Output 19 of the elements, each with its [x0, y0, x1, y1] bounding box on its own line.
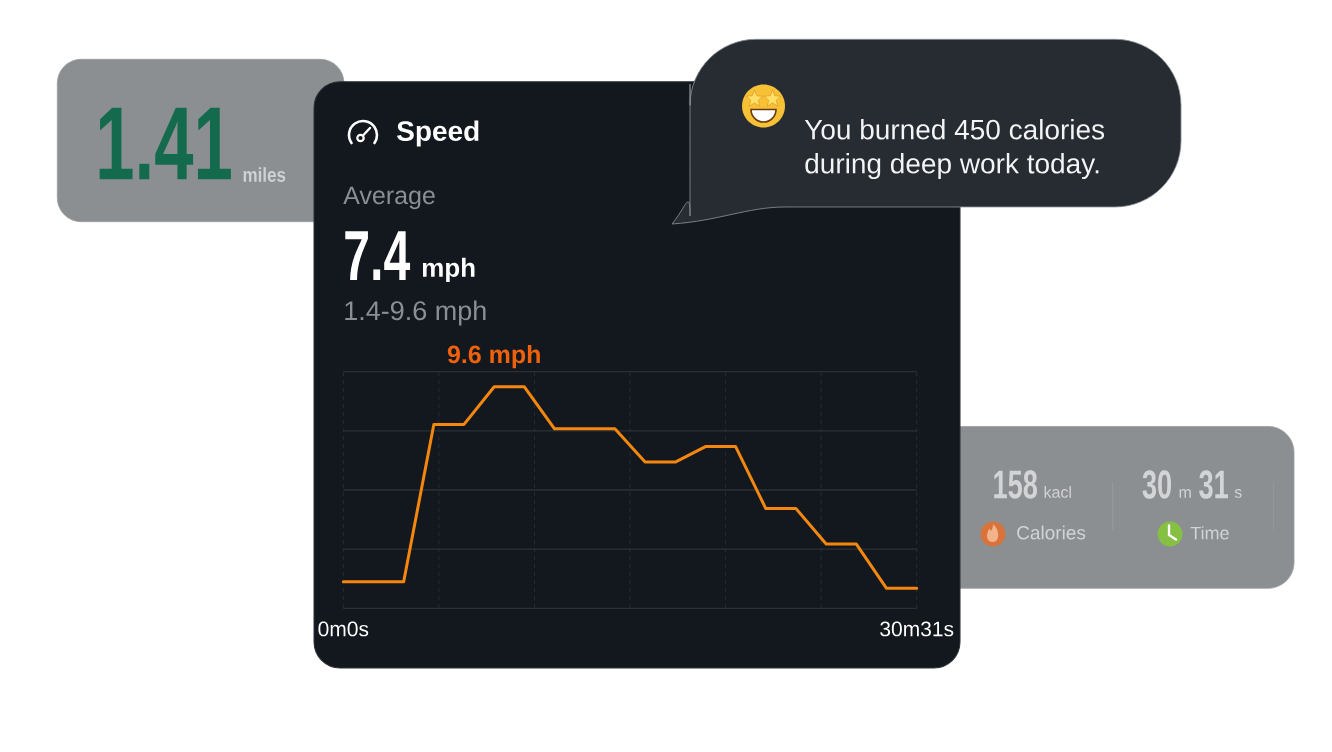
text: mph [422, 257, 475, 283]
text: 1.4-9.6 mph [345, 300, 486, 326]
text: You burned 450 calories during deep work today. [804, 119, 1105, 180]
text: m [1179, 489, 1191, 498]
text: miles [243, 167, 286, 182]
text: 158 [994, 470, 1038, 499]
text: kacl [1044, 486, 1071, 498]
text: Calories [1017, 525, 1086, 540]
text: 30 [1142, 470, 1172, 499]
text: Average [343, 186, 435, 210]
text: 7.4 [345, 231, 411, 280]
text: 9.6 mph [447, 344, 540, 369]
text: 31 [1199, 470, 1229, 499]
text: 1.41 [99, 107, 231, 180]
text: Time [1190, 526, 1229, 540]
text: s [1234, 489, 1242, 498]
chart-title: Speed [397, 120, 479, 147]
x-tick-label: 30m31s [880, 621, 954, 637]
x-tick-label: 0m0s [318, 621, 369, 637]
